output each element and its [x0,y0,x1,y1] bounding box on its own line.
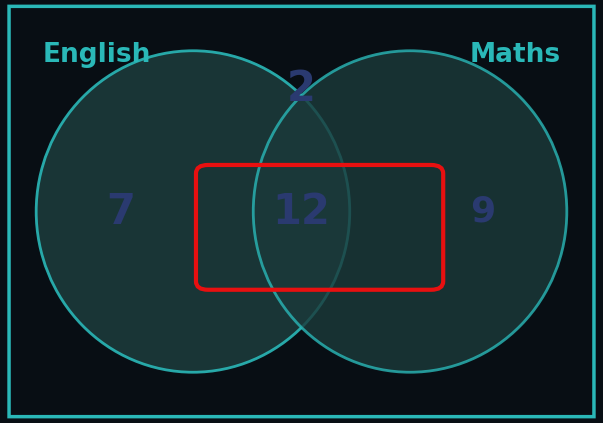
Ellipse shape [36,51,350,372]
Text: English: English [42,42,151,68]
Ellipse shape [253,51,567,372]
Text: 2: 2 [287,68,316,110]
Text: 12: 12 [273,190,330,233]
Text: 9: 9 [470,195,495,228]
Text: Maths: Maths [470,42,561,68]
Text: 7: 7 [106,190,135,233]
